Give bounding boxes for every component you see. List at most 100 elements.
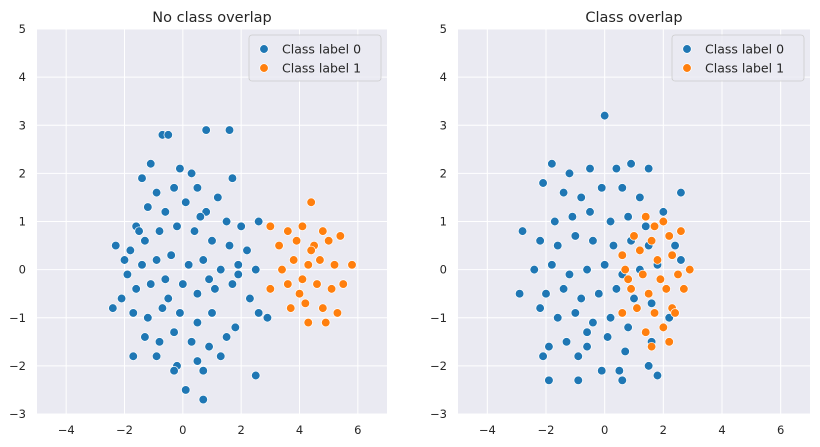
data-point bbox=[617, 183, 627, 193]
data-point bbox=[262, 313, 273, 323]
y-tick-label: 1 bbox=[440, 215, 447, 229]
legend-label: Class label 0 bbox=[705, 42, 784, 57]
data-point bbox=[175, 308, 185, 318]
data-point bbox=[306, 245, 316, 256]
data-point bbox=[670, 308, 680, 318]
data-point bbox=[143, 202, 153, 212]
data-point bbox=[169, 366, 179, 376]
y-tick-label: −3 bbox=[430, 407, 447, 421]
data-point bbox=[233, 260, 243, 270]
data-point bbox=[300, 298, 310, 308]
data-point bbox=[186, 168, 197, 179]
data-point bbox=[588, 317, 598, 328]
data-point bbox=[547, 260, 557, 270]
data-point bbox=[558, 187, 569, 198]
legend-box bbox=[248, 34, 382, 82]
data-point bbox=[274, 240, 284, 251]
legend: Class label 0 Class label 1 bbox=[248, 34, 382, 82]
data-point bbox=[163, 293, 173, 304]
data-point bbox=[611, 284, 622, 294]
data-point bbox=[119, 255, 130, 265]
data-point bbox=[335, 231, 345, 241]
data-point bbox=[658, 207, 668, 217]
data-point bbox=[652, 370, 663, 381]
data-point bbox=[131, 284, 141, 294]
legend-label: Class label 1 bbox=[282, 61, 361, 76]
legend: Class label 0 Class label 1 bbox=[671, 34, 805, 82]
data-point bbox=[676, 226, 686, 236]
data-point bbox=[116, 293, 127, 304]
data-point bbox=[570, 231, 580, 241]
data-point bbox=[635, 192, 645, 203]
chart-panel-1: −4 −2 0 2 4 6 −3 −2 −1 0 1 2 3 4 5 No class overlap Clas… bbox=[9, 10, 387, 437]
data-point bbox=[652, 255, 663, 265]
data-point bbox=[324, 236, 334, 246]
data-point bbox=[329, 260, 340, 270]
data-point bbox=[227, 279, 238, 289]
data-point bbox=[550, 216, 560, 227]
legend-label: Class label 1 bbox=[705, 61, 784, 76]
data-point bbox=[154, 337, 165, 347]
data-point bbox=[538, 178, 548, 188]
legend-marker bbox=[259, 44, 269, 54]
data-point bbox=[192, 183, 203, 193]
x-tick-label: 2 bbox=[660, 423, 667, 437]
data-point bbox=[151, 351, 162, 361]
y-tick-label: 3 bbox=[440, 118, 447, 132]
data-point bbox=[576, 293, 586, 304]
data-point bbox=[151, 187, 162, 198]
data-point bbox=[137, 260, 147, 270]
data-point bbox=[289, 255, 299, 265]
legend-marker bbox=[682, 63, 692, 73]
data-point bbox=[608, 240, 619, 251]
data-point bbox=[326, 284, 337, 294]
data-point bbox=[108, 303, 118, 313]
data-point bbox=[641, 327, 651, 337]
data-point bbox=[128, 308, 138, 318]
data-point bbox=[169, 327, 179, 337]
y-tick-label: 5 bbox=[19, 22, 26, 36]
data-point bbox=[172, 221, 182, 231]
data-point bbox=[614, 366, 624, 376]
data-point bbox=[306, 197, 316, 207]
data-point bbox=[561, 337, 572, 347]
data-point bbox=[597, 366, 607, 376]
y-tick-label: 0 bbox=[19, 263, 26, 277]
data-point bbox=[160, 207, 170, 217]
y-tick-label: 4 bbox=[440, 70, 447, 84]
data-point bbox=[567, 212, 578, 222]
x-tick-label: 4 bbox=[296, 423, 303, 437]
data-point bbox=[685, 264, 695, 275]
data-point bbox=[286, 303, 296, 313]
data-point bbox=[620, 346, 630, 357]
data-point bbox=[600, 110, 610, 121]
data-point bbox=[544, 341, 554, 352]
y-tick-label: 2 bbox=[440, 166, 447, 180]
data-point bbox=[582, 327, 592, 337]
data-point bbox=[517, 226, 528, 236]
y-tick-label: 1 bbox=[19, 215, 26, 229]
data-point bbox=[570, 308, 580, 318]
data-point bbox=[541, 289, 551, 299]
data-point bbox=[646, 298, 657, 308]
y-tick-label: −1 bbox=[430, 311, 447, 325]
data-point bbox=[576, 192, 586, 203]
legend-box bbox=[671, 34, 805, 82]
data-point bbox=[251, 264, 261, 275]
data-point bbox=[676, 255, 686, 265]
data-point bbox=[233, 269, 243, 280]
data-point bbox=[623, 212, 633, 222]
data-point bbox=[605, 313, 616, 323]
legend-marker bbox=[259, 63, 269, 73]
data-point bbox=[623, 322, 633, 333]
data-point bbox=[213, 192, 223, 203]
data-point bbox=[181, 385, 191, 395]
data-point bbox=[664, 231, 674, 241]
data-point bbox=[544, 375, 554, 385]
x-tick-label: −4 bbox=[58, 423, 75, 437]
data-point bbox=[626, 159, 636, 169]
data-point bbox=[564, 269, 575, 280]
data-point bbox=[195, 212, 205, 222]
data-point bbox=[254, 216, 264, 227]
data-point bbox=[140, 332, 150, 342]
